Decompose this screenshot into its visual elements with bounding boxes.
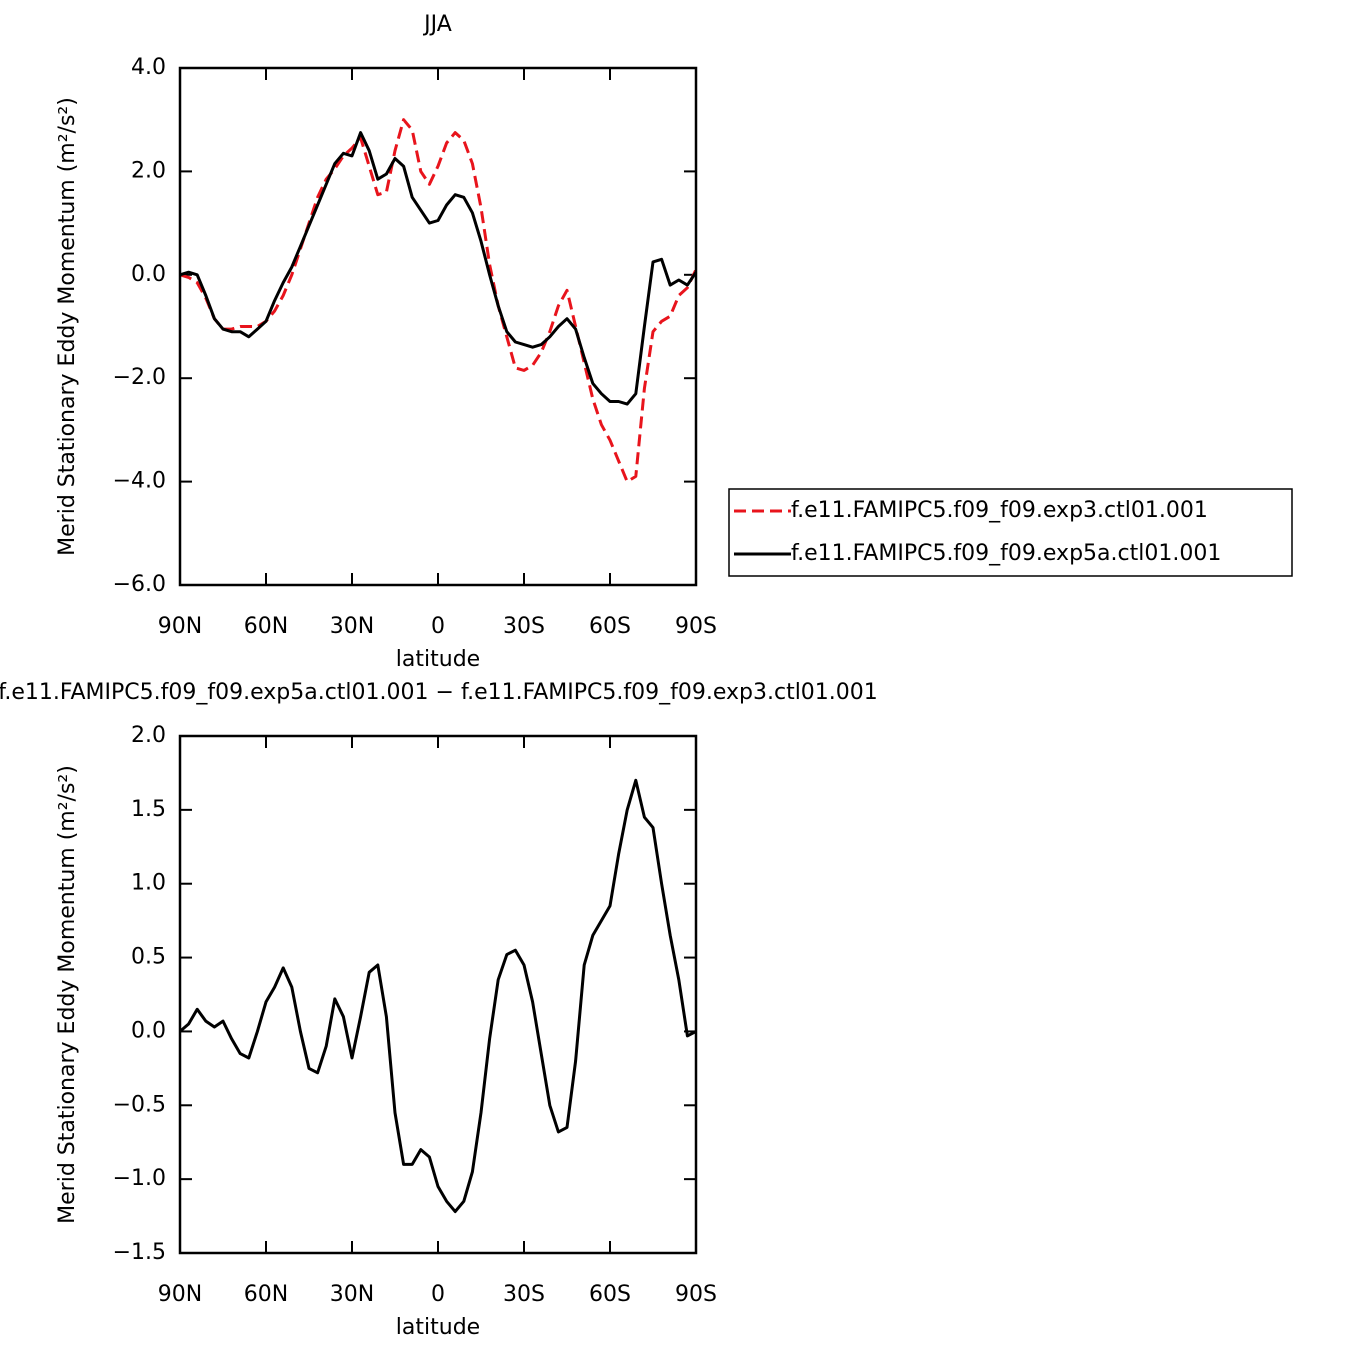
plot-frame [178, 66, 698, 587]
plot: JJA Merid Stationary Eddy Momentum (m²/s²… [55, 12, 1293, 672]
legend-label: f.e11.FAMIPC5.f09_f09.exp5a.ctl01.001 [791, 541, 1221, 566]
series-line [179, 778, 697, 1214]
y-tick-label: −4.0 [113, 469, 166, 494]
x-tick-label: 30N [330, 1282, 374, 1307]
x-tick-label: 30S [503, 614, 545, 639]
x-tick-label: 90N [158, 614, 202, 639]
x-tick-label: 60S [589, 1282, 631, 1307]
x-tick-label: 90S [675, 614, 717, 639]
y-tick-label: 1.0 [131, 871, 166, 896]
y-tick-label: 1.5 [131, 797, 166, 822]
y-tick-label: −1.0 [113, 1166, 166, 1191]
x-tick-label: 60N [244, 614, 288, 639]
y-tick-label: 0.0 [131, 262, 166, 287]
x-tick-label: 0 [431, 614, 445, 639]
x-axis-label: latitude [396, 1315, 480, 1340]
series-line [179, 131, 698, 406]
legend-label: f.e11.FAMIPC5.f09_f09.exp3.ctl01.001 [791, 498, 1208, 523]
x-axis-label: latitude [396, 647, 480, 672]
y-axis-label: Merid Stationary Eddy Momentum (m²/s²) [55, 765, 80, 1224]
x-tick-label: 60N [244, 1282, 288, 1307]
y-tick-label: −6.0 [113, 572, 166, 597]
y-tick-label: 4.0 [131, 55, 166, 80]
y-tick-label: 2.0 [131, 158, 166, 183]
chart-title: JJA [422, 12, 452, 37]
plot-frame [178, 734, 698, 1255]
chart-title: f.e11.FAMIPC5.f09_f09.exp5a.ctl01.001 − … [0, 680, 878, 705]
x-tick-label: 90S [675, 1282, 717, 1307]
x-tick-label: 90N [158, 1282, 202, 1307]
y-tick-label: −0.5 [113, 1092, 166, 1117]
y-tick-label: 0.0 [131, 1018, 166, 1043]
x-tick-label: 0 [431, 1282, 445, 1307]
x-tick-label: 30N [330, 614, 374, 639]
y-tick-label: 0.5 [131, 945, 166, 970]
x-tick-label: 60S [589, 614, 631, 639]
plot: f.e11.FAMIPC5.f09_f09.exp5a.ctl01.001 − … [0, 680, 878, 1340]
x-tick-label: 30S [503, 1282, 545, 1307]
y-tick-label: −1.5 [113, 1240, 166, 1265]
y-tick-label: 2.0 [131, 723, 166, 748]
legend-box [728, 488, 1293, 577]
series-line [179, 118, 698, 484]
y-tick-label: −2.0 [113, 365, 166, 390]
y-axis-label: Merid Stationary Eddy Momentum (m²/s²) [55, 97, 80, 556]
